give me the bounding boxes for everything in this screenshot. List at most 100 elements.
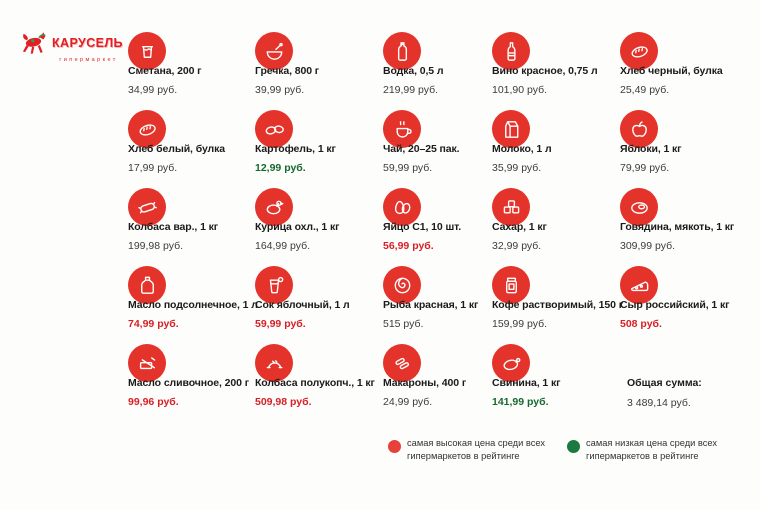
product-name: Картофель, 1 кг (255, 143, 336, 155)
product-card: Свинина, 1 кг 141,99 руб. (492, 344, 622, 408)
product-price: 508 руб. (620, 318, 662, 330)
product-name: Рыба красная, 1 кг (383, 299, 479, 311)
product-name: Хлеб черный, булка (620, 65, 723, 77)
cheese-icon (620, 266, 658, 304)
coffee-jar-icon (492, 266, 530, 304)
brand-subtitle: гипермаркет (59, 57, 118, 63)
product-name: Колбаса вар., 1 кг (128, 221, 219, 233)
product-card: Сметана, 200 г 34,99 руб. (128, 32, 258, 96)
potatoes-icon (255, 110, 293, 148)
tea-cup-icon (383, 110, 421, 148)
product-price: 25,49 руб. (620, 84, 670, 96)
product-card: Молоко, 1 л 35,99 руб. (492, 110, 622, 174)
vodka-bottle-icon (383, 32, 421, 70)
highest-price-dot-icon (388, 440, 401, 453)
product-price: 35,99 руб. (492, 162, 542, 174)
product-price: 99,96 руб. (128, 396, 179, 408)
apple-icon (620, 110, 658, 148)
product-price: 515 руб. (383, 318, 424, 330)
juice-glass-icon (255, 266, 293, 304)
product-card: Водка, 0,5 л 219,99 руб. (383, 32, 513, 96)
product-card: Картофель, 1 кг 12,99 руб. (255, 110, 385, 174)
oil-jug-icon (128, 266, 166, 304)
carousel-horse-icon (22, 32, 46, 54)
product-price: 12,99 руб. (255, 162, 306, 174)
butter-knife-icon (128, 344, 166, 382)
lowest-price-dot-icon (567, 440, 580, 453)
product-name: Хлеб белый, булка (128, 143, 226, 155)
product-name: Свинина, 1 кг (492, 377, 561, 389)
total-label: Общая сумма: (627, 377, 702, 389)
wine-bottle-icon (492, 32, 530, 70)
product-name: Яйцо С1, 10 шт. (383, 221, 462, 233)
bread-icon (128, 110, 166, 148)
product-name: Гречка, 800 г (255, 65, 320, 77)
product-card: Яблоки, 1 кг 79,99 руб. (620, 110, 750, 174)
product-name: Сметана, 200 г (128, 65, 202, 77)
product-name: Молоко, 1 л (492, 143, 552, 155)
product-price: 164,99 руб. (255, 240, 311, 252)
product-price: 39,99 руб. (255, 84, 305, 96)
total-sum-block: Общая сумма: 3 489,14 руб. (627, 377, 702, 409)
product-card: Хлеб черный, булка 25,49 руб. (620, 32, 750, 96)
product-card: Сыр российский, 1 кг 508 руб. (620, 266, 750, 330)
product-name: Яблоки, 1 кг (620, 143, 682, 155)
bread-icon (620, 32, 658, 70)
product-name: Сок яблочный, 1 л (255, 299, 350, 311)
product-name: Водка, 0,5 л (383, 65, 444, 77)
product-card: Рыба красная, 1 кг 515 руб. (383, 266, 513, 330)
porridge-bowl-icon (255, 32, 293, 70)
product-name: Сыр российский, 1 кг (620, 299, 730, 311)
product-price: 101,90 руб. (492, 84, 548, 96)
product-card: Кофе растворимый, 150 г 159,99 руб. (492, 266, 623, 330)
product-card: Масло подсолнечное, 1 л 74,99 руб. (128, 266, 258, 330)
product-price: 17,99 руб. (128, 162, 178, 174)
product-card: Масло сливочное, 200 г 99,96 руб. (128, 344, 258, 408)
sausage-icon (128, 188, 166, 226)
product-card: Яйцо С1, 10 шт. 56,99 руб. (383, 188, 513, 252)
total-value: 3 489,14 руб. (627, 397, 691, 409)
product-price: 32,99 руб. (492, 240, 542, 252)
product-card: Макароны, 400 г 24,99 руб. (383, 344, 513, 408)
product-price: 509,98 руб. (255, 396, 312, 408)
product-price: 199,98 руб. (128, 240, 184, 252)
product-price: 34,99 руб. (128, 84, 178, 96)
brand-name: КАРУСЕЛЬ (52, 36, 123, 50)
product-card: Вино красное, 0,75 л 101,90 руб. (492, 32, 622, 96)
legend-highest-label: самая высокая цена среди всех гипермарке… (407, 438, 545, 461)
product-price: 309,99 руб. (620, 240, 676, 252)
product-name: Кофе растворимый, 150 г (492, 299, 623, 311)
legend-lowest-label: самая низкая цена среди всех гипермаркет… (586, 438, 718, 461)
product-card: Гречка, 800 г 39,99 руб. (255, 32, 385, 96)
product-card: Курица охл., 1 кг 164,99 руб. (255, 188, 385, 252)
product-name: Вино красное, 0,75 л (492, 65, 598, 77)
sour-cream-icon (128, 32, 166, 70)
karusel-logo: КАРУСЕЛЬ гипермаркет (18, 30, 123, 66)
product-price: 56,99 руб. (383, 240, 434, 252)
sugar-cubes-icon (492, 188, 530, 226)
product-price: 159,99 руб. (492, 318, 548, 330)
pork-ham-icon (492, 344, 530, 382)
smoked-sausage-icon (255, 344, 293, 382)
fish-steak-icon (383, 266, 421, 304)
product-name: Сахар, 1 кг (492, 221, 547, 233)
product-card: Чай, 20–25 пак. 59,99 руб. (383, 110, 513, 174)
product-name: Говядина, мякоть, 1 кг (620, 221, 735, 233)
product-card: Сок яблочный, 1 л 59,99 руб. (255, 266, 385, 330)
product-name: Макароны, 400 г (383, 377, 467, 389)
product-card: Хлеб белый, булка 17,99 руб. (128, 110, 258, 174)
product-name: Колбаса полукопч., 1 кг (255, 377, 375, 389)
product-card: Сахар, 1 кг 32,99 руб. (492, 188, 622, 252)
legend-highest-price: самая высокая цена среди всех гипермарке… (388, 437, 569, 462)
legend-lowest-price: самая низкая цена среди всех гипермаркет… (567, 437, 748, 462)
product-price: 79,99 руб. (620, 162, 670, 174)
product-price: 59,99 руб. (383, 162, 433, 174)
chicken-icon (255, 188, 293, 226)
product-card: Колбаса вар., 1 кг 199,98 руб. (128, 188, 258, 252)
product-price: 74,99 руб. (128, 318, 179, 330)
product-price: 141,99 руб. (492, 396, 549, 408)
product-name: Курица охл., 1 кг (255, 221, 340, 233)
milk-carton-icon (492, 110, 530, 148)
product-name: Чай, 20–25 пак. (383, 143, 460, 155)
